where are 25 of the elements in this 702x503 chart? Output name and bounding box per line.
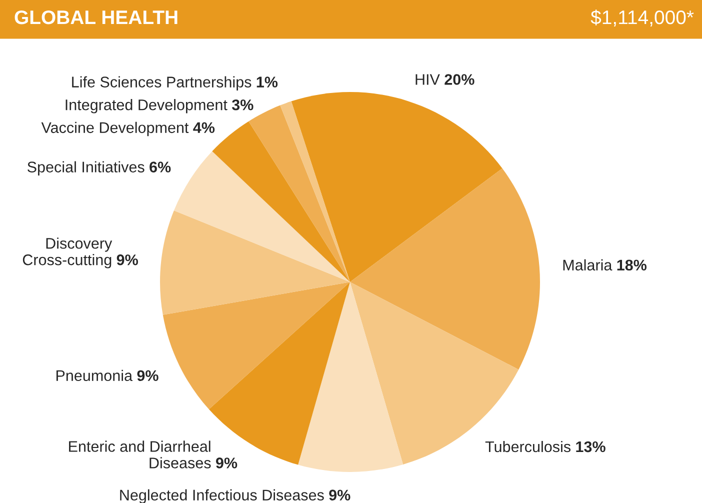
data-label: 6% — [150, 162, 171, 172]
slice-label: Special Initiatives — [28, 161, 144, 176]
data-label: 9% — [137, 370, 158, 382]
slice-label: Integrated Development — [66, 99, 228, 114]
slice-label: Tuberculosis — [485, 440, 571, 452]
slice-label: Enteric and Diarrheal Diseases — [69, 440, 211, 468]
pie-slice — [174, 151, 350, 282]
data-label: 4% — [193, 122, 215, 134]
data-label: 20% — [444, 74, 474, 85]
slice-label: Pneumonia — [56, 370, 133, 382]
text: $1,114,000* — [590, 10, 694, 27]
chart-title: GLOBAL HEALTH — [14, 10, 178, 24]
data-label: 3% — [232, 99, 254, 110]
slice-label: Discovery Cross-cutting — [22, 238, 112, 268]
data-label: 18% — [617, 260, 647, 271]
data-label: 9% — [216, 458, 238, 468]
pie-slice — [298, 282, 404, 472]
slice-label: Malaria — [563, 259, 612, 271]
slice-label: Vaccine Development — [41, 122, 189, 136]
slice-label: HIV — [416, 74, 440, 85]
data-label: 1% — [256, 76, 278, 88]
data-label: 13% — [576, 441, 606, 452]
data-label: 9% — [116, 254, 138, 266]
data-label: 9% — [329, 490, 350, 501]
slice-label: Life Sciences Partnerships — [72, 76, 252, 90]
